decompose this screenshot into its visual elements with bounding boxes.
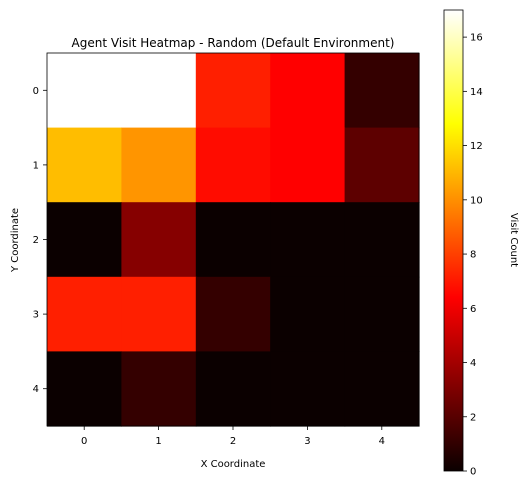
y-tick-label: 1 (33, 160, 39, 171)
chart-title: Agent Visit Heatmap - Random (Default En… (72, 36, 395, 50)
colorbar-tick-label: 2 (470, 412, 476, 423)
y-tick-label: 4 (33, 384, 39, 395)
colorbar-tick-label: 14 (470, 87, 483, 98)
colorbar-tick-label: 6 (470, 304, 476, 315)
x-axis-label: X Coordinate (201, 459, 266, 470)
y-tick-label: 0 (33, 86, 39, 97)
heatmap-cells (47, 53, 420, 427)
x-tick-label: 1 (155, 436, 161, 447)
heatmap-cell (270, 351, 346, 427)
heatmap-cell (270, 53, 346, 129)
heatmap-cell (270, 127, 346, 203)
heatmap-cell (344, 202, 420, 278)
colorbar-tick-label: 16 (470, 33, 483, 44)
heatmap-cell (195, 127, 271, 203)
heatmap-cell (195, 53, 271, 129)
y-axis-ticks: 0 1 2 3 4 (33, 86, 47, 395)
colorbar-tick-label: 10 (470, 195, 483, 206)
x-tick-label: 2 (230, 436, 236, 447)
colorbar-tick-label: 4 (470, 358, 476, 369)
colorbar-tick-label: 0 (470, 467, 476, 478)
heatmap-cell (344, 127, 420, 203)
heatmap-cell (47, 276, 122, 352)
y-axis-label: Y Coordinate (10, 208, 21, 273)
heatmap-cell (270, 276, 346, 352)
y-tick-label: 3 (33, 310, 39, 321)
heatmap-cell (121, 53, 197, 129)
colorbar-tick-label: 8 (470, 250, 476, 261)
x-axis-ticks: 0 1 2 3 4 (81, 426, 385, 447)
heatmap-cell (47, 202, 122, 278)
y-tick-label: 2 (33, 235, 39, 246)
colorbar-tick-label: 12 (470, 141, 483, 152)
heatmap-cell (344, 351, 420, 427)
colorbar-label: Visit Count (508, 213, 519, 267)
heatmap-cell (47, 127, 122, 203)
heatmap-cell (47, 53, 122, 129)
heatmap-cell (344, 276, 420, 352)
heatmap-cell (121, 202, 197, 278)
heatmap-cell (195, 351, 271, 427)
x-tick-label: 0 (81, 436, 87, 447)
heatmap-cell (121, 351, 197, 427)
colorbar-ticks: 0 2 4 6 8 10 12 14 16 (463, 33, 483, 478)
heatmap-cell (344, 53, 420, 129)
colorbar (443, 9, 464, 472)
x-tick-label: 4 (379, 436, 385, 447)
heatmap-cell (121, 276, 197, 352)
heatmap-cell (195, 202, 271, 278)
heatmap-cell (121, 127, 197, 203)
x-tick-label: 3 (304, 436, 310, 447)
heatmap-cell (270, 202, 346, 278)
heatmap-cell (195, 276, 271, 352)
heatmap-cell (47, 351, 122, 427)
